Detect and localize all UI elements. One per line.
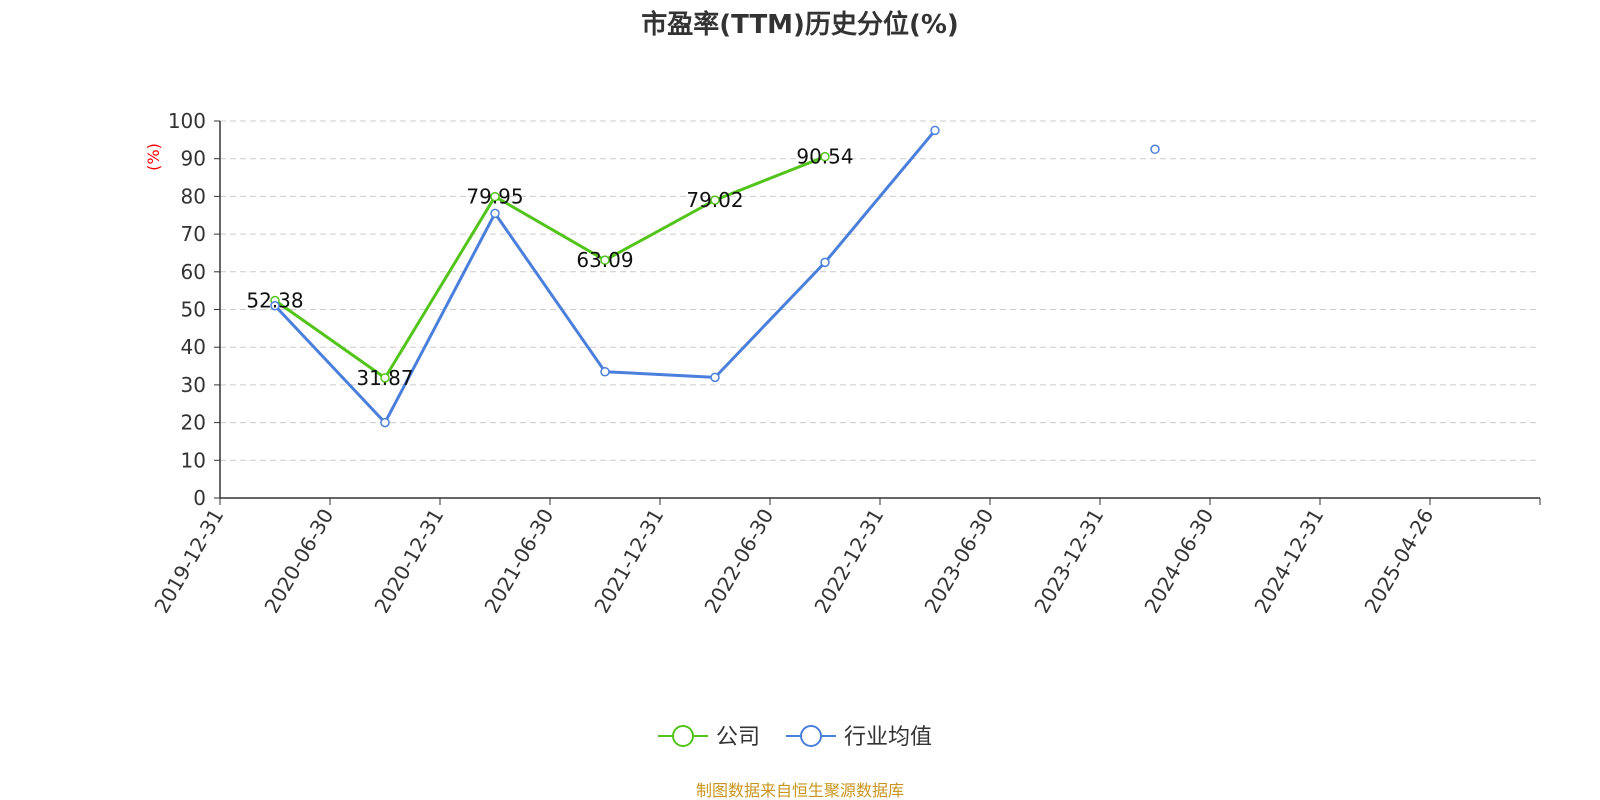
data-point-s1-5 [820, 257, 830, 268]
data-point-s0-3 [600, 255, 610, 265]
x-tick-label-2023-12-31: 2023-12-31 [1029, 505, 1108, 618]
y-tick-label-80: 80 [181, 184, 206, 208]
data-label-s0-5: 90.54 [796, 145, 853, 169]
legend-industry-marker [800, 725, 822, 747]
series-layer [270, 125, 1160, 428]
y-tick-label-40: 40 [181, 335, 206, 359]
data-point-s1-6 [930, 125, 940, 136]
y-tick-label-70: 70 [181, 222, 206, 246]
data-labels: 52.38 31.87 79.95 63.09 79.02 90.54 [246, 145, 853, 390]
x-tick-label-2024-12-31: 2024-12-31 [1249, 505, 1328, 618]
data-point-s1-3 [600, 366, 610, 377]
x-tick-label-2020-06-30: 2020-06-30 [259, 505, 338, 618]
data-point-s0-5 [820, 151, 830, 162]
y-tick-label-0: 0 [193, 486, 206, 510]
data-label-s0-3: 63.09 [576, 248, 633, 272]
legend-company-label: 公司 [716, 725, 760, 750]
data-point-s1-4 [710, 372, 720, 383]
data-label-s0-2: 79.95 [466, 185, 523, 209]
y-tick-label-100: 100 [168, 109, 206, 133]
data-point-s0-4 [710, 195, 720, 205]
x-tick-label-2022-06-30: 2022-06-30 [699, 505, 778, 618]
axes: 0 10 20 30 40 50 60 70 80 90 100 2019-12-31 2020-06-… [149, 109, 1541, 618]
y-tick-label-30: 30 [181, 373, 206, 397]
data-point-s1-1 [380, 417, 390, 428]
data-point-s1-7 [1150, 144, 1160, 155]
y-axis-unit-label: (%) [144, 143, 163, 171]
y-tick-label-60: 60 [181, 260, 206, 284]
x-tick-label-2024-06-30: 2024-06-30 [1139, 505, 1218, 618]
data-source-note: 制图数据来自恒生聚源数据库 [696, 781, 904, 800]
data-label-s0-4: 79.02 [686, 188, 743, 212]
data-point-s0-2 [490, 191, 500, 202]
legend-item-industry-average[interactable]: 行业均值 [786, 725, 932, 750]
legend-industry-label: 行业均值 [844, 725, 932, 750]
data-point-s1-0 [270, 300, 280, 311]
data-label-s0-1: 31.87 [356, 366, 413, 390]
x-tick-label-2025-04-26: 2025-04-26 [1359, 505, 1438, 618]
x-tick-label-2021-06-30: 2021-06-30 [479, 505, 558, 618]
legend-item-company[interactable]: 公司 [658, 725, 760, 750]
series-line-0 [274, 155, 826, 380]
data-point-s1-2 [490, 208, 500, 219]
x-tick-label-2023-06-30: 2023-06-30 [919, 505, 998, 618]
x-tick-label-2019-12-31: 2019-12-31 [149, 505, 228, 618]
grid-lines [220, 120, 1540, 461]
legend: 公司 行业均值 [658, 725, 932, 750]
y-tick-label-50: 50 [181, 298, 206, 322]
legend-company-marker [672, 725, 694, 747]
y-tick-label-90: 90 [181, 147, 206, 171]
x-tick-label-2022-12-31: 2022-12-31 [809, 505, 888, 618]
data-label-s0-0: 52.38 [246, 289, 303, 313]
data-point-s0-1 [380, 373, 390, 383]
y-tick-label-10: 10 [181, 448, 206, 472]
x-tick-label-2021-12-31: 2021-12-31 [589, 505, 668, 618]
x-tick-label-2020-12-31: 2020-12-31 [369, 505, 448, 618]
y-tick-label-20: 20 [181, 411, 206, 435]
chart-title: 市盈率(TTM)历史分位(%) [641, 9, 959, 40]
